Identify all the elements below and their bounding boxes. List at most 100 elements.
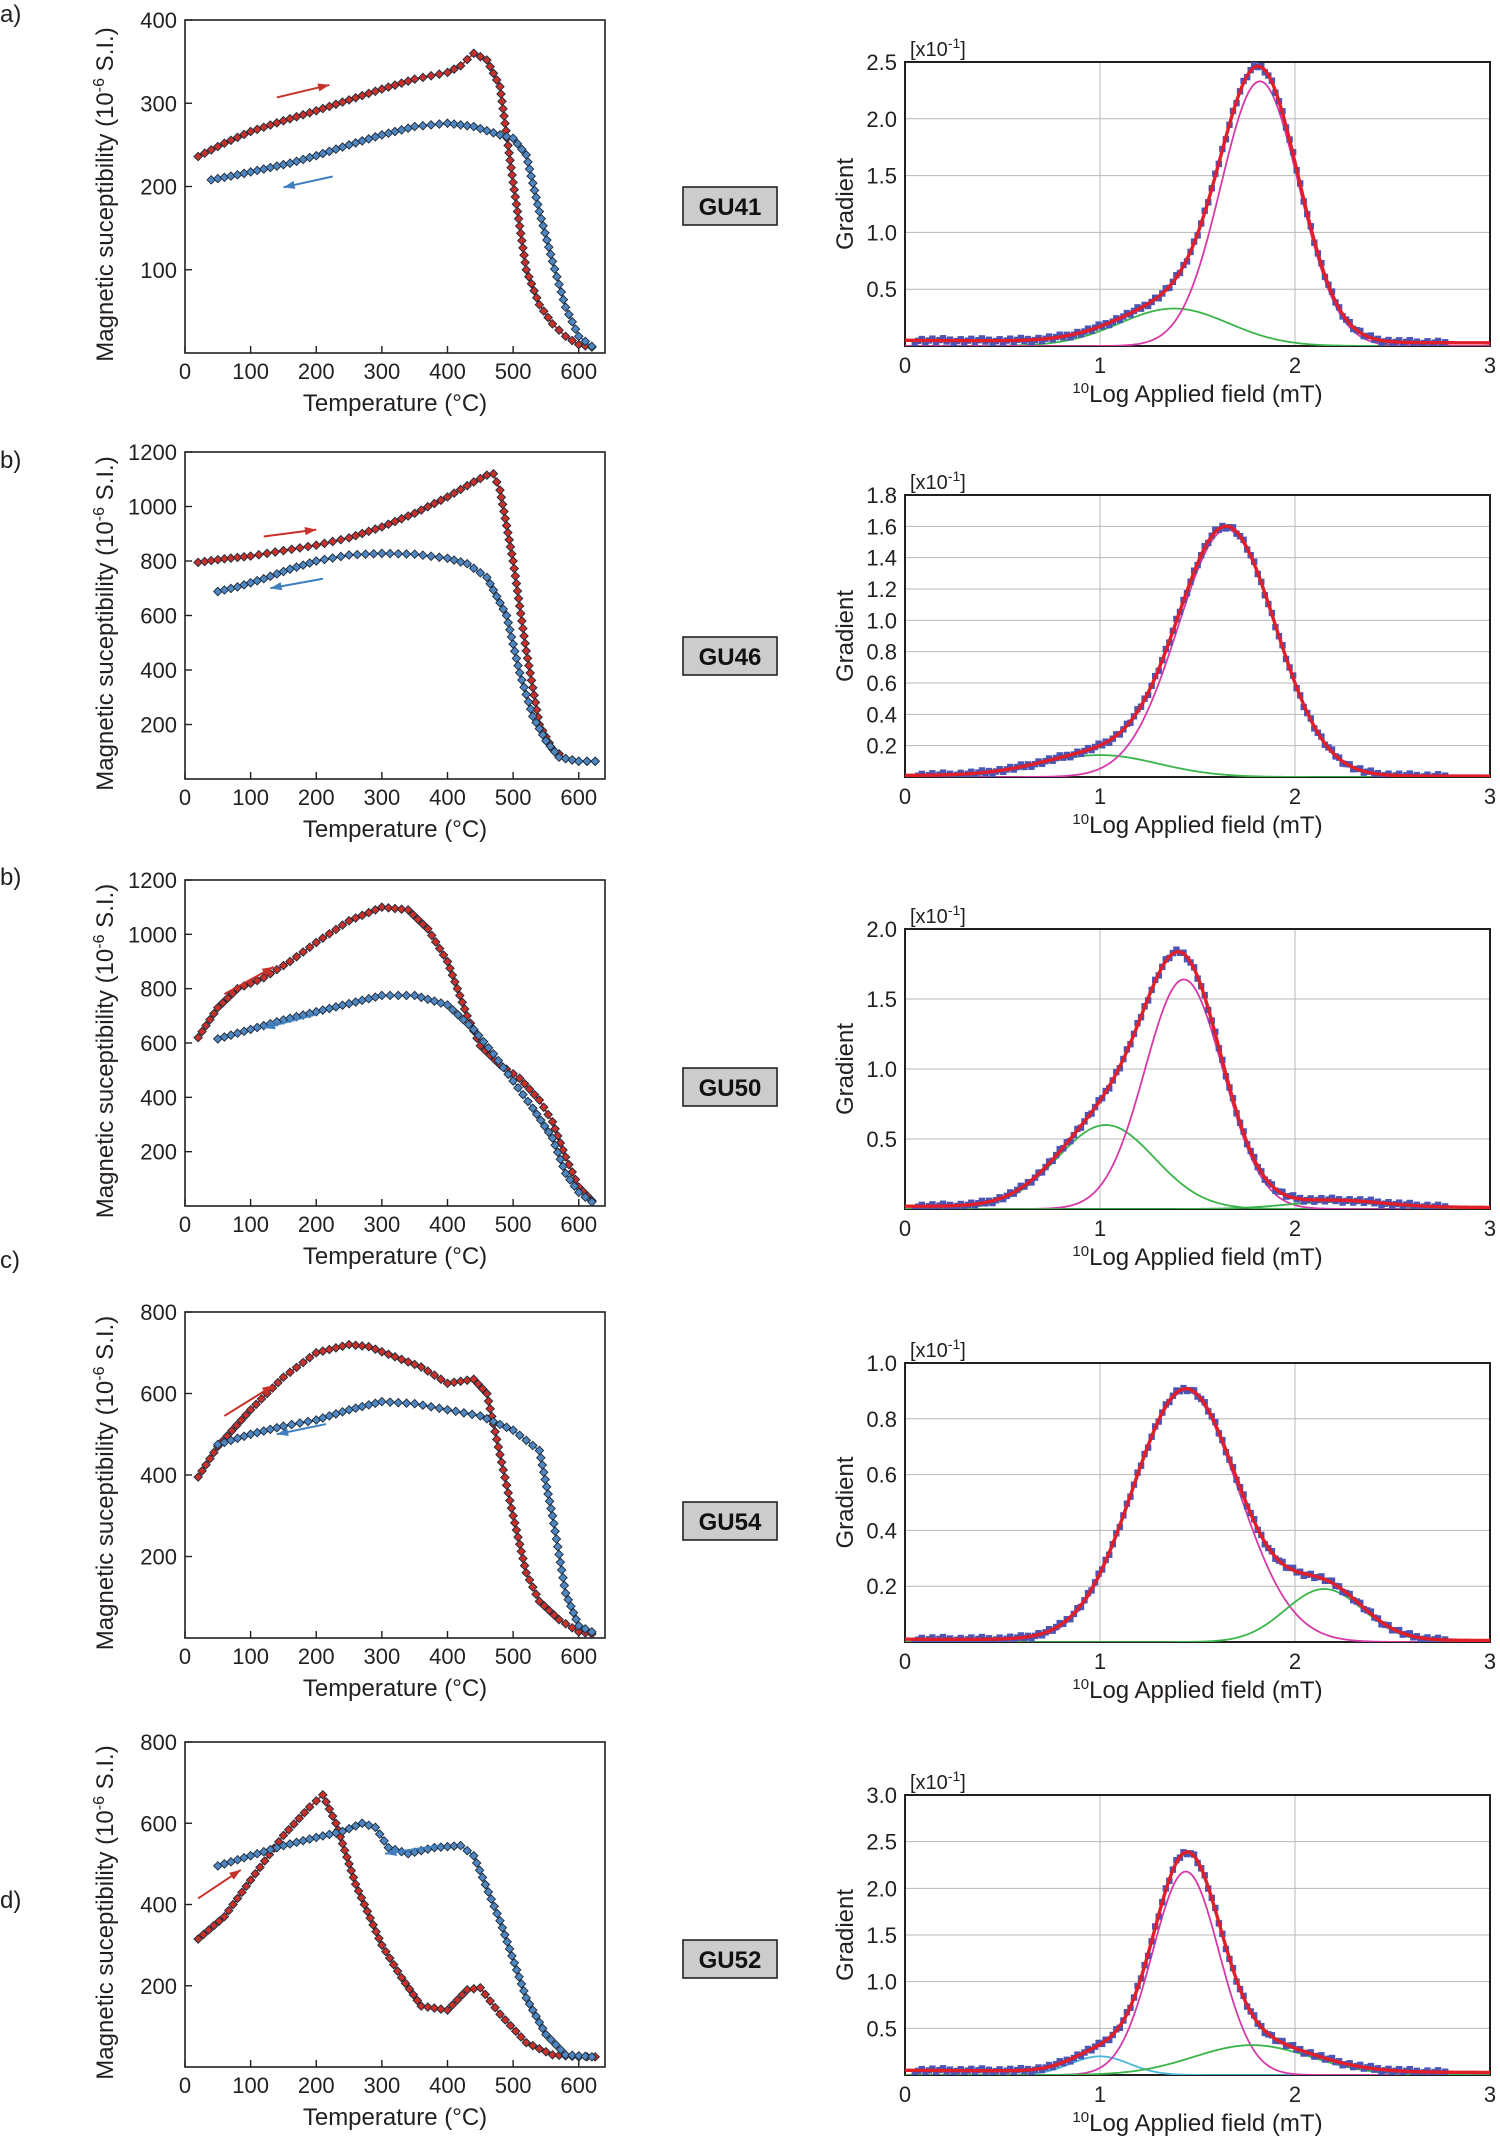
- cooling-marker: [523, 157, 533, 167]
- y-multiplier-main: [x10: [910, 906, 948, 928]
- sample-label: GU46: [699, 644, 762, 671]
- heating-marker: [488, 68, 499, 79]
- heating-marker: [258, 972, 269, 983]
- x-tick-label: 2: [1289, 353, 1301, 378]
- heating-marker: [278, 960, 289, 971]
- cooling-marker: [409, 1398, 420, 1409]
- x-tick-label: 3: [1484, 784, 1496, 809]
- heating-marker: [374, 1933, 384, 1944]
- heating-marker: [527, 2040, 538, 2051]
- cooling-marker: [526, 171, 537, 181]
- measured-point: [1350, 1199, 1357, 1206]
- heating-marker: [524, 1575, 535, 1585]
- y-tick-label: 400: [140, 8, 177, 33]
- y-axis-label: Magnetic suceptibility (10-6 S.I.): [91, 1745, 119, 2079]
- measured-point: [978, 2065, 986, 2072]
- cooling-marker: [483, 1887, 494, 1897]
- x-tick-label: 600: [560, 359, 597, 384]
- cooling-marker: [518, 1089, 528, 1100]
- measured-point: [1084, 744, 1092, 752]
- measured-point: [1106, 739, 1113, 746]
- heating-marker: [527, 1582, 538, 1592]
- measured-point: [989, 770, 996, 777]
- heating-marker: [370, 1344, 381, 1355]
- cooling-marker: [580, 1623, 591, 1634]
- heating-marker: [413, 914, 423, 925]
- heating-marker: [199, 148, 210, 159]
- cooling-marker: [546, 1503, 556, 1514]
- heating-marker: [503, 527, 513, 538]
- measured-point: [1357, 765, 1364, 772]
- cooling-marker: [501, 1422, 512, 1433]
- y-tick-label: 600: [140, 1031, 177, 1056]
- measured-point: [1028, 1179, 1035, 1186]
- y-axis-label: Gradient: [832, 590, 859, 682]
- heating-marker: [278, 1372, 289, 1383]
- measured-point: [978, 1197, 986, 1205]
- y-axis-label-exponent: -6: [91, 1366, 108, 1380]
- cooling-marker: [385, 990, 395, 1001]
- heating-marker: [396, 904, 407, 915]
- measured-point: [1388, 1202, 1396, 1209]
- cooling-marker: [239, 168, 249, 179]
- heating-marker: [356, 1892, 367, 1903]
- measured-point: [1434, 337, 1442, 345]
- y-tick-label: 2.5: [866, 1830, 897, 1855]
- heating-marker: [273, 1377, 283, 1388]
- x-tick-label: 0: [179, 1212, 191, 1237]
- heating-marker: [508, 556, 518, 566]
- x-axis-label: Temperature (°C): [303, 1675, 487, 1702]
- thermomagnetic-chart: 0 100 200 300 400 500 600 100 200 300 400 Temperatu…: [91, 8, 606, 417]
- heating-marker: [506, 162, 516, 173]
- measured-point: [939, 2065, 947, 2072]
- x-tick-label: 300: [364, 1212, 401, 1237]
- x-tick-label: 0: [179, 1644, 191, 1669]
- cooling-marker: [534, 723, 545, 734]
- plot-area: [905, 522, 1490, 777]
- cooling-marker: [409, 990, 420, 1001]
- cooling-marker: [535, 1452, 546, 1463]
- cooling-marker: [232, 170, 243, 180]
- plot-frame: [904, 494, 1491, 778]
- heating-marker: [513, 1532, 523, 1542]
- heating-marker: [500, 118, 510, 129]
- cooling-series: [206, 118, 597, 352]
- heating-marker: [294, 1813, 305, 1824]
- heating-marker: [357, 910, 368, 921]
- cooling-marker: [511, 1965, 522, 1975]
- heating-marker: [549, 1610, 559, 1620]
- heating-marker: [511, 199, 522, 210]
- heating-marker: [459, 1004, 470, 1014]
- x-tick-label: 100: [232, 1644, 269, 1669]
- heating-marker: [525, 668, 536, 678]
- heating-marker: [205, 1014, 215, 1025]
- x-axis-label: 10Log Applied field (mT): [1072, 2109, 1322, 2137]
- cooling-marker: [550, 1140, 560, 1150]
- heating-marker: [518, 1553, 528, 1564]
- heating-marker: [368, 1919, 378, 1930]
- thermomagnetic-chart: 0 100 200 300 400 500 600 200 400 600 800 1000 1200 T…: [91, 868, 606, 1270]
- measured-point: [968, 768, 975, 775]
- measured-point: [1056, 2058, 1063, 2065]
- cooling-marker: [468, 1850, 479, 1861]
- cooling-marker: [527, 178, 538, 189]
- cooling-marker: [567, 2050, 578, 2061]
- heating-marker: [449, 488, 459, 499]
- heating-marker: [500, 1472, 510, 1483]
- measured-point: [1056, 752, 1063, 759]
- cooling-marker: [538, 220, 548, 231]
- cooling-marker: [370, 1398, 381, 1409]
- cooling-marker: [527, 2005, 538, 2015]
- heating-marker: [278, 545, 289, 556]
- measured-point: [1289, 1564, 1297, 1572]
- y-tick-label: 300: [140, 91, 177, 116]
- cooling-marker: [245, 167, 256, 177]
- heating-marker: [436, 2004, 446, 2014]
- heating-marker: [253, 549, 264, 560]
- y-tick-label: 800: [140, 977, 177, 1002]
- heating-marker: [483, 1396, 494, 1406]
- cooling-marker: [403, 123, 413, 134]
- y-tick-label: 0.2: [866, 1574, 897, 1599]
- cooling-marker: [514, 667, 525, 678]
- measured-point: [978, 767, 986, 774]
